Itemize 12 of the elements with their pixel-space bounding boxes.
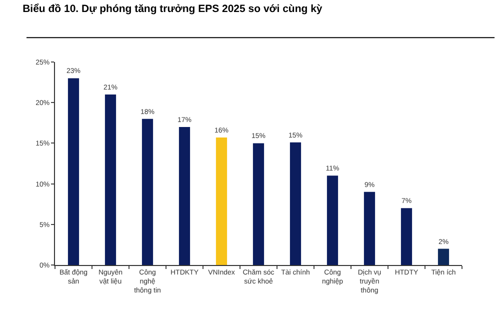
bar: [364, 192, 376, 265]
chart-title: Biểu đồ 10. Dự phóng tăng trưởng EPS 2025 so với cùng kỳ: [22, 3, 322, 16]
bar: [68, 78, 80, 265]
bar: [104, 94, 116, 265]
bar: [142, 118, 154, 265]
bar: [438, 248, 450, 265]
bar: [400, 208, 412, 265]
bar: [216, 138, 228, 265]
bar: [252, 143, 264, 265]
bar: [290, 142, 302, 265]
bar: [178, 126, 190, 265]
bar: [326, 176, 338, 265]
